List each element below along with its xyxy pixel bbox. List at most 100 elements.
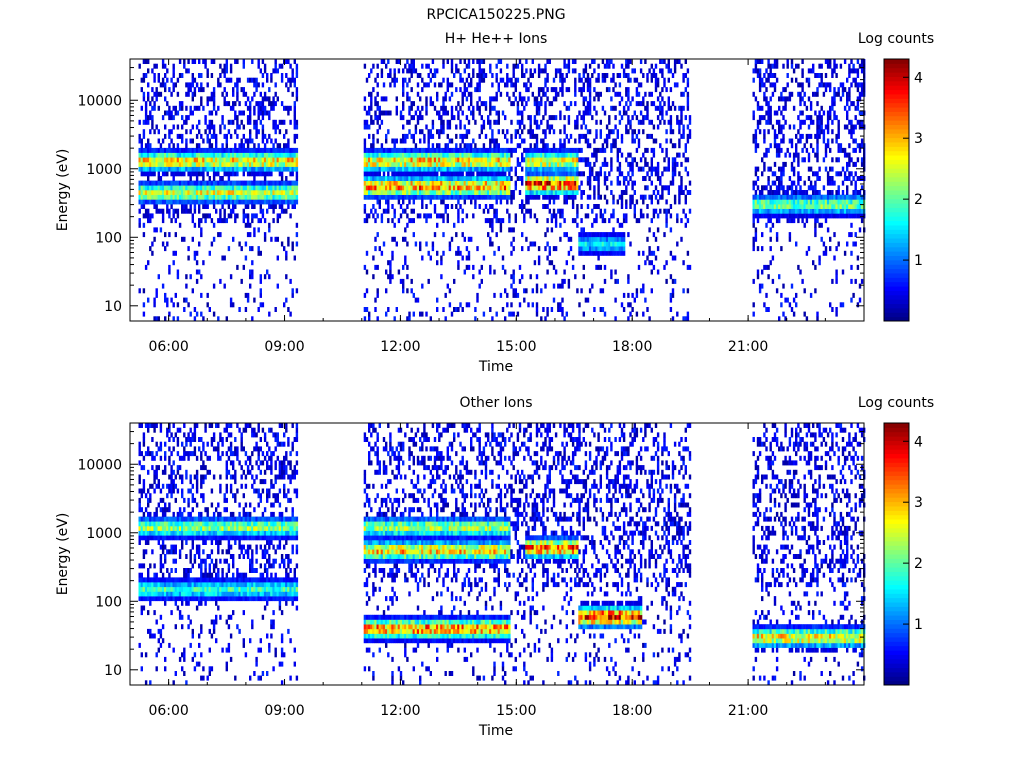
spectrogram-cell (769, 82, 772, 88)
spectrogram-cell (193, 222, 197, 228)
spectrogram-cell (259, 194, 262, 200)
spectrogram-cell (542, 204, 545, 209)
spectrogram-cell (395, 157, 398, 163)
spectrogram-cell (629, 166, 632, 172)
spectrogram-cell (427, 171, 430, 177)
spectrogram-cell (217, 166, 220, 172)
spectrogram-cell (380, 152, 384, 158)
spectrogram-cell (263, 91, 267, 97)
spectrogram-cell (249, 101, 252, 107)
spectrogram-cell (242, 213, 245, 219)
spectrogram-cell (198, 194, 201, 200)
spectrogram-cell (453, 307, 456, 312)
spectrogram-cell (444, 194, 447, 200)
spectrogram-cell (535, 307, 539, 312)
spectrogram-cell (472, 152, 475, 158)
spectrogram-cell (423, 166, 426, 172)
spectrogram-cell (614, 250, 617, 256)
spectrogram-cell (574, 91, 577, 97)
spectrogram-cell (293, 185, 296, 191)
spectrogram-cell (200, 157, 203, 163)
spectrogram-cell (529, 161, 532, 167)
spectrogram-cell (363, 119, 367, 125)
spectrogram-cell (144, 152, 148, 158)
spectrogram-cell (202, 185, 205, 191)
spectrogram-cell (457, 264, 460, 270)
spectrogram-cell (601, 147, 605, 153)
spectrogram-cell (550, 87, 554, 93)
spectrogram-cell (635, 199, 639, 205)
spectrogram-cell (170, 171, 173, 177)
spectrogram-cell (391, 157, 394, 163)
spectrogram-cell (457, 110, 460, 116)
spectrogram-cell (385, 157, 388, 163)
spectrogram-cell (665, 129, 668, 135)
spectrogram-cell (472, 194, 475, 200)
spectrogram-cell (425, 204, 428, 209)
spectrogram-cell (686, 190, 690, 195)
spectrogram-cell (516, 110, 520, 116)
spectrogram-cell (378, 157, 381, 163)
spectrogram-cell (142, 232, 146, 238)
spectrogram-cell (244, 199, 248, 205)
spectrogram-cell (212, 96, 216, 102)
spectrogram-cell (635, 311, 639, 317)
spectrogram-cell (242, 218, 245, 224)
spectrogram-cell (669, 119, 673, 125)
spectrogram-cell (597, 232, 600, 238)
spectrogram-cell (616, 218, 619, 224)
spectrogram-cell (529, 129, 532, 135)
spectrogram-cell (429, 316, 432, 322)
spectrogram-cell (588, 105, 592, 111)
spectrogram-cell (229, 68, 233, 74)
spectrogram-cell (537, 255, 541, 261)
spectrogram-cell (533, 119, 537, 125)
spectrogram-cell (376, 119, 379, 125)
spectrogram-cell (512, 278, 515, 284)
spectrogram-cell (276, 152, 279, 158)
spectrogram-cell (510, 199, 513, 205)
spectrogram-cell (202, 152, 205, 158)
spectrogram-cell (187, 59, 190, 64)
spectrogram-cell (274, 147, 277, 153)
spectrogram-cell (272, 199, 275, 205)
spectrogram-cell (212, 133, 216, 139)
spectrogram-cell (455, 307, 458, 312)
spectrogram-cell (504, 269, 507, 275)
spectrogram-cell (618, 241, 622, 247)
spectrogram-cell (200, 73, 203, 78)
spectrogram-cell (542, 143, 545, 149)
spectrogram-cell (514, 185, 517, 191)
spectrogram-cell (546, 185, 549, 191)
spectrogram-cell (187, 255, 190, 261)
spectrogram-cell (172, 180, 175, 186)
spectrogram-cell (397, 180, 401, 186)
spectrogram-cell (219, 157, 222, 163)
spectrogram-cell (586, 241, 590, 247)
spectrogram-cell (537, 194, 541, 200)
spectrogram-cell (404, 166, 407, 172)
spectrogram-cell (450, 185, 454, 191)
spectrogram-cell (208, 180, 211, 186)
spectrogram-cell (229, 133, 233, 139)
spectrogram-cell (482, 161, 486, 167)
spectrogram-cell (582, 264, 585, 270)
spectrogram-cell (442, 180, 445, 186)
spectrogram-cell (790, 307, 794, 312)
spectrogram-cell (181, 115, 184, 121)
spectrogram-cell (455, 161, 458, 167)
spectrogram-cell (295, 133, 299, 139)
spectrogram-cell (238, 180, 241, 186)
spectrogram-cell (166, 147, 169, 153)
spectrogram-cell (467, 264, 471, 270)
spectrogram-cell (242, 185, 245, 191)
spectrogram-cell (244, 157, 248, 163)
spectrogram-cell (792, 311, 796, 317)
spectrogram-cell (187, 82, 190, 88)
spectrogram-cell (586, 129, 590, 135)
spectrogram-cell (525, 157, 528, 163)
spectrogram-cell (463, 91, 466, 97)
spectrogram-cell (425, 213, 428, 219)
spectrogram-cell (140, 171, 143, 177)
spectrogram-cell (429, 199, 432, 205)
